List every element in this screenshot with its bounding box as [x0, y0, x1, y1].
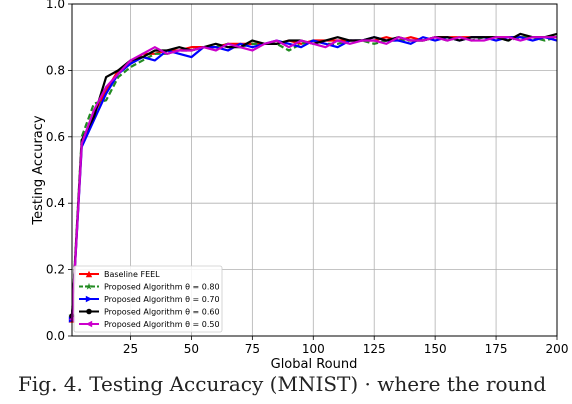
legend-marker: [85, 282, 93, 290]
x-tick-label: 200: [546, 342, 569, 356]
x-tick-label: 150: [424, 342, 447, 356]
legend-label: Proposed Algorithm θ = 0.70: [104, 295, 220, 304]
accuracy-line-chart: 25 50 75 100 125 150 175 2000.00.20.40.60.81.0 …: [31, 0, 569, 372]
y-tick-label: 0.4: [46, 196, 65, 210]
x-tick-label: 50: [184, 342, 199, 356]
x-axis-label: Global Round: [271, 357, 358, 372]
plot-frame: [71, 3, 558, 337]
y-tick-label: 1.0: [46, 0, 65, 11]
legend: Baseline FEEL Proposed Algorithm θ = 0.80…: [73, 265, 223, 333]
tick-labels: 25 50 75 100 125 150 175 200 0.0 0.2 0.4 0.6 0.8 1.0: [46, 0, 569, 356]
legend-marker: [85, 295, 93, 303]
legend-label: Proposed Algorithm θ = 0.80: [104, 283, 220, 292]
x-tick-label: 75: [245, 342, 260, 356]
series-line: [70, 36, 557, 320]
y-tick-label: 0.8: [46, 63, 65, 77]
legend-marker: [86, 308, 92, 315]
figure-caption: Fig. 4. Testing Accuracy (MNIST) · where…: [18, 372, 547, 396]
y-tick-label: 0.6: [46, 130, 65, 144]
legend-label: Proposed Algorithm θ = 0.60: [104, 308, 220, 317]
y-axis-label: Testing Accuracy: [31, 115, 46, 225]
legend-marker: [85, 270, 93, 278]
axes: [68, 3, 558, 340]
legend-label: Proposed Algorithm θ = 0.50: [104, 320, 220, 329]
x-tick-label: 175: [485, 342, 508, 356]
y-tick-label: 0.2: [46, 263, 65, 277]
x-tick-label: 25: [123, 342, 138, 356]
y-tick-label: 0.0: [46, 329, 65, 343]
legend-label: Baseline FEEL: [104, 270, 160, 279]
legend-marker: [85, 320, 93, 328]
legend-box: [73, 265, 223, 333]
x-tick-label: 125: [363, 342, 386, 356]
x-tick-label: 100: [302, 342, 325, 356]
